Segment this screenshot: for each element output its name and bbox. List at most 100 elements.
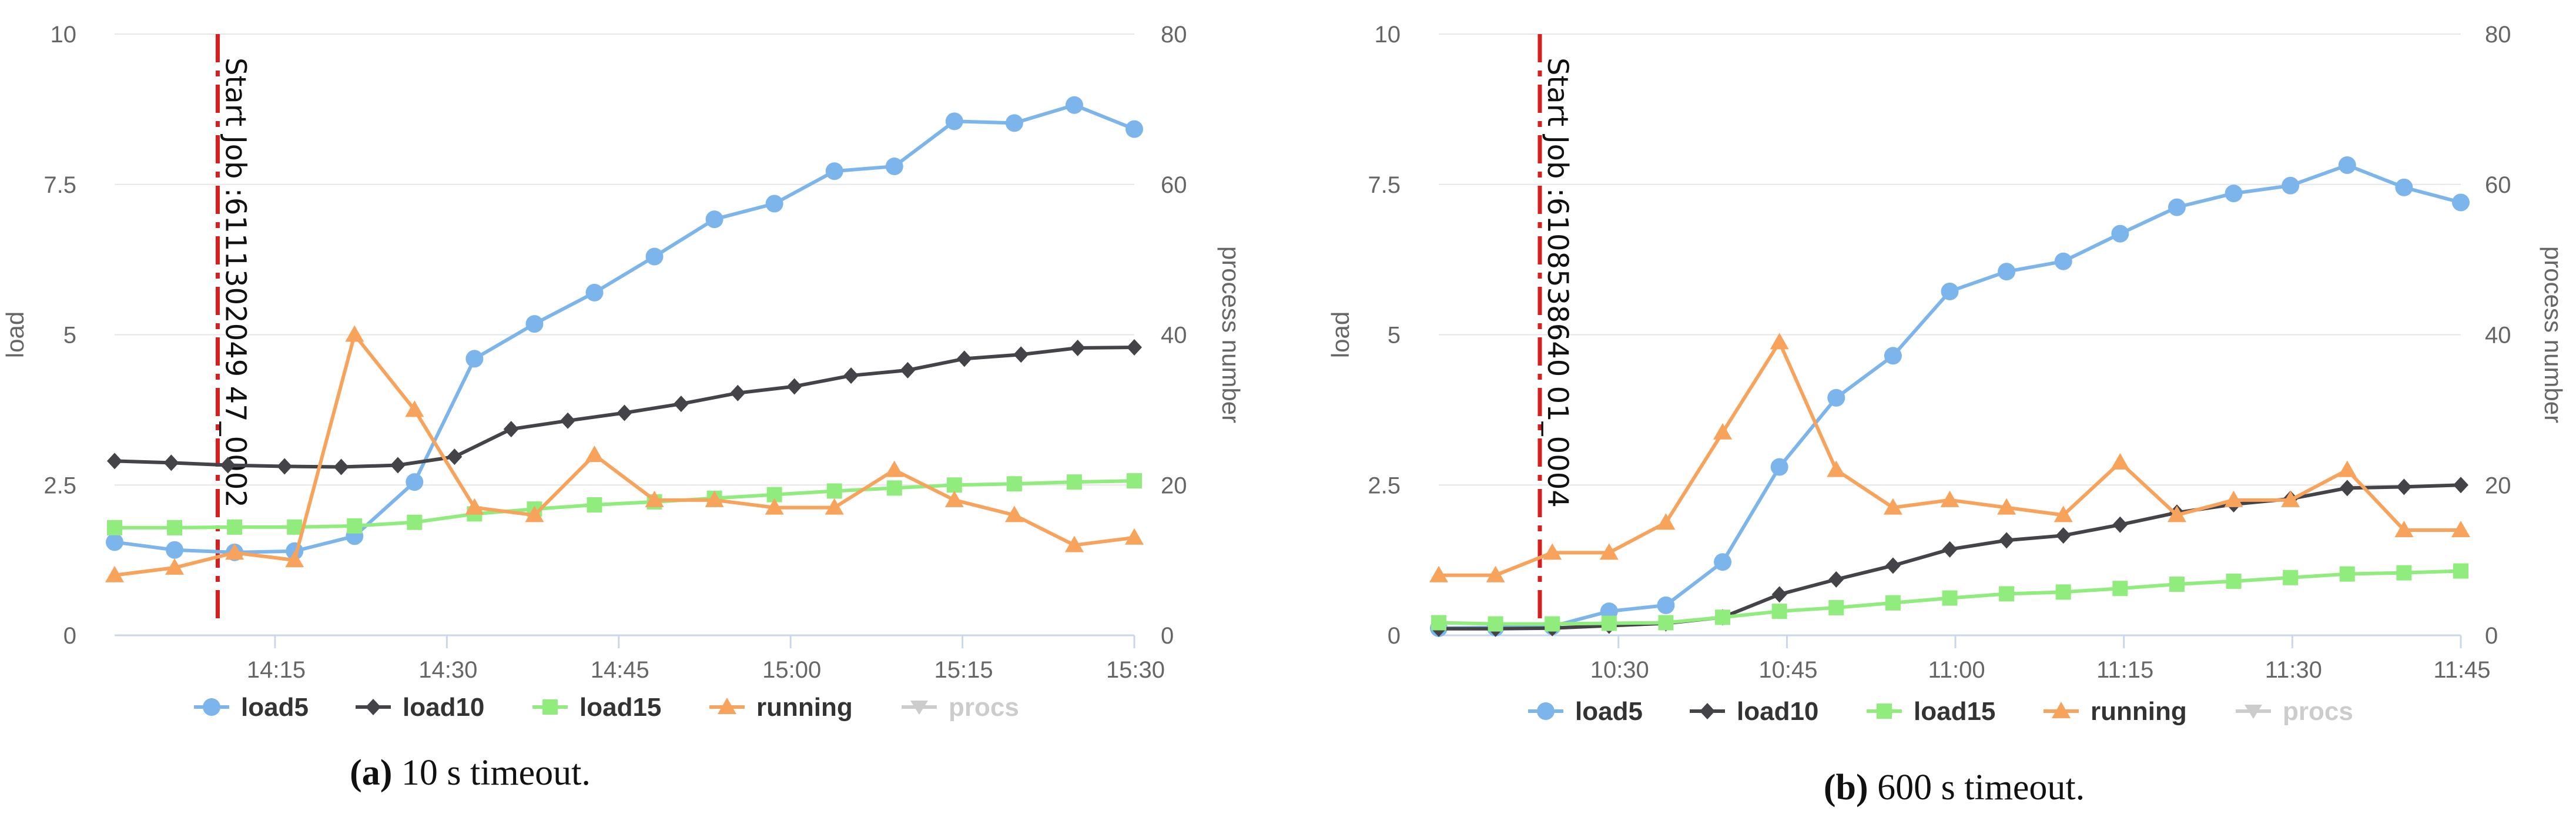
x-tick-label: 15:30: [1106, 657, 1165, 683]
running-point: [885, 460, 904, 477]
running-point: [1125, 528, 1144, 545]
load15-point: [287, 519, 303, 535]
legend: load5 load10 load15 running procs: [194, 693, 1019, 722]
legend-item-load15[interactable]: load15: [1867, 697, 1995, 726]
legend-item-running[interactable]: running: [2044, 697, 2187, 726]
x-tick-label: 15:15: [934, 657, 993, 683]
load5-point: [705, 210, 723, 229]
running-point: [2054, 505, 2073, 522]
load15-point: [1885, 595, 1901, 611]
load5-point: [825, 162, 843, 180]
caption-text: 10 s timeout.: [401, 753, 591, 793]
load10-point: [956, 350, 972, 367]
load5-point: [1065, 96, 1083, 114]
y-left-tick-label: 7.5: [1368, 172, 1401, 198]
load5-point: [2054, 252, 2072, 270]
load15-point: [167, 520, 183, 535]
load15-point: [1545, 616, 1560, 632]
legend-procs-icon: [2245, 705, 2262, 719]
y-right-tick-label: 0: [1161, 623, 1174, 649]
load10-point: [786, 378, 802, 395]
running-point: [1883, 498, 1902, 515]
load15-point: [2112, 581, 2128, 597]
load10-point: [2339, 480, 2355, 497]
load15-point: [2339, 566, 2355, 582]
legend-item-load15[interactable]: load15: [532, 693, 661, 722]
load15-point: [946, 477, 962, 493]
legend-item-running[interactable]: running: [709, 693, 853, 722]
load5-point: [1941, 282, 1959, 300]
chart-b: 0 0 2.5 20 5 40 7.5 60 10 80 10:30 10:45 11:00 11:15 1…: [1326, 22, 2567, 808]
legend-load5-icon: [203, 698, 220, 716]
load10-point: [447, 448, 463, 465]
load15-point: [1715, 609, 1731, 625]
legend: load5 load10 load15 running procs: [1528, 697, 2353, 726]
legend-item-procs[interactable]: procs: [902, 693, 1019, 722]
series-load10: [107, 339, 1142, 475]
legend-item-load10[interactable]: load10: [356, 693, 484, 722]
running-point: [1543, 543, 1562, 560]
running-point: [2167, 505, 2186, 522]
load15-point: [2283, 570, 2299, 585]
caption: (b) 600 s timeout.: [1824, 768, 2085, 808]
load10-point: [1013, 346, 1029, 363]
running-point: [1656, 513, 1676, 530]
y-right-tick-label: 80: [1161, 22, 1187, 48]
load5-point: [2395, 178, 2413, 196]
running-point: [1486, 565, 1505, 582]
load10-point: [1999, 532, 2015, 549]
legend-running-icon: [718, 698, 736, 714]
legend-label: load5: [1575, 697, 1643, 726]
running-point: [1599, 543, 1619, 560]
load15-point: [2169, 577, 2185, 592]
running-point: [1429, 565, 1448, 582]
load5-point: [2168, 198, 2186, 216]
caption-label: (a): [350, 753, 401, 793]
legend-label: load15: [579, 693, 661, 722]
running-point: [765, 498, 784, 515]
load10-point: [107, 453, 122, 470]
load15-point: [347, 518, 363, 534]
running-point: [165, 558, 185, 575]
load10-point: [1771, 586, 1787, 603]
running-point: [1997, 498, 2016, 515]
load15-point: [1942, 590, 1958, 606]
load5-point: [765, 195, 783, 213]
legend-item-load10[interactable]: load10: [1690, 697, 1818, 726]
running-point: [345, 325, 364, 342]
load10-point: [900, 361, 916, 378]
running-line: [1439, 340, 2461, 577]
running-point: [2224, 490, 2243, 507]
x-tick-label: 15:00: [762, 657, 821, 683]
x-tick-label: 10:30: [1590, 657, 1649, 683]
y-right-tick-label: 20: [1161, 473, 1187, 498]
load15-point: [1127, 473, 1142, 489]
load5-point: [465, 350, 484, 368]
caption: (a) 10 s timeout.: [350, 753, 591, 793]
load10-point: [333, 458, 349, 475]
chart-a: 0 0 2.5 20 5 40 7.5 60 10 80 14:15 14:30 14:45 15:00 1…: [1, 22, 1245, 793]
load15-line: [115, 479, 1135, 530]
load5-point: [2225, 185, 2243, 203]
legend-item-load5[interactable]: load5: [1528, 697, 1643, 726]
legend-procs-icon: [910, 701, 928, 715]
legend-item-load5[interactable]: load5: [194, 693, 309, 722]
load15-point: [407, 514, 423, 530]
load5-line: [114, 103, 1135, 554]
load5-point: [1827, 388, 1845, 407]
y-left-tick-label: 5: [1388, 323, 1401, 349]
load5-point: [1714, 553, 1732, 571]
load15-point: [2396, 565, 2412, 581]
legend-label: procs: [2283, 697, 2353, 726]
x-tick-label: 11:15: [2096, 657, 2153, 683]
load5-point: [2282, 176, 2300, 195]
load15-point: [2226, 573, 2242, 589]
load15-point: [826, 483, 842, 499]
load5-point: [1005, 114, 1023, 132]
load10-point: [1942, 541, 1958, 558]
y-right-tick-label: 20: [2485, 473, 2511, 498]
load15-point: [2055, 584, 2071, 600]
load5-point: [1998, 263, 2016, 281]
legend-item-procs[interactable]: procs: [2236, 697, 2353, 726]
x-tick-label: 11:00: [1928, 657, 1985, 683]
